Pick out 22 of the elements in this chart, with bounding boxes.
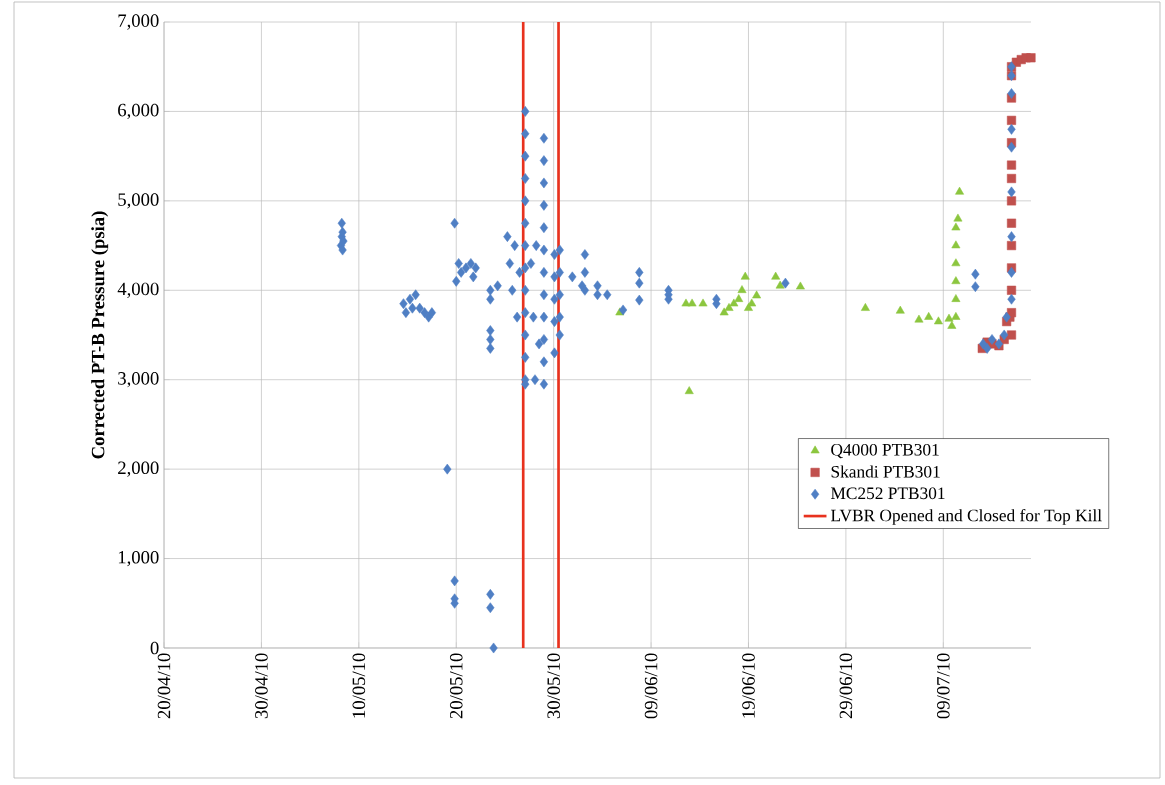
y-tick-label: 6,000 xyxy=(118,103,159,120)
y-tick-label: 4,000 xyxy=(117,282,159,298)
x-tick-label: 20/04/10 xyxy=(157,653,171,719)
x-tick-label: 10/05/10 xyxy=(352,653,366,718)
y-tick-label: 1,000 xyxy=(118,550,159,567)
y-tick-label: 3,000 xyxy=(118,372,159,388)
y-tick-label: 7,000 xyxy=(118,14,159,30)
y-tick-label: 0 xyxy=(150,641,159,655)
x-tick-label: 20/05/10 xyxy=(449,653,463,719)
legend-label: Q4000 PTB301 xyxy=(831,443,939,459)
y-tick-label: 2,000 xyxy=(118,461,159,477)
x-tick-label: 09/07/10 xyxy=(937,653,950,719)
x-tick-label: 09/06/10 xyxy=(644,653,658,719)
legend-label: Skandi PTB301 xyxy=(831,465,940,478)
legend-label: LVBR Opened and Closed for Top Kill xyxy=(830,508,1102,525)
y-axis-title: Corrected PT-B Pressure (psia) xyxy=(91,211,109,459)
y-tick-label: 5,000 xyxy=(118,193,159,209)
x-tick-label: 29/06/10 xyxy=(839,653,853,719)
legend-label: MC252 PTB301 xyxy=(830,487,945,500)
x-tick-label: 30/05/10 xyxy=(547,653,560,719)
x-tick-label: 30/04/10 xyxy=(255,653,268,719)
x-tick-label: 19/06/10 xyxy=(742,653,755,718)
